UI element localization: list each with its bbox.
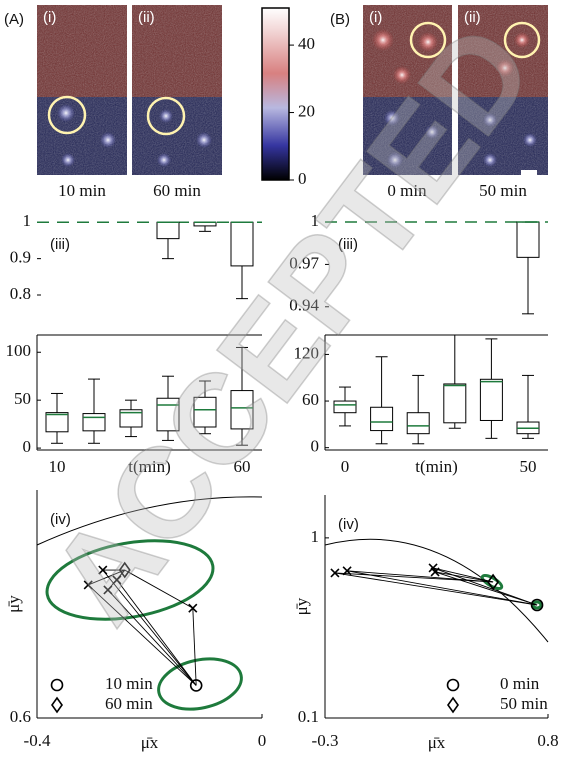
panel-label: (B) bbox=[330, 11, 350, 28]
x-tick-label: -0.3 bbox=[312, 731, 339, 750]
trajectory bbox=[193, 608, 196, 685]
trajectory bbox=[433, 568, 537, 605]
y-tick-label: 0.1 bbox=[298, 707, 319, 726]
box bbox=[83, 414, 105, 431]
y-tick-label: 0 bbox=[311, 437, 320, 456]
x-tick-label: 0 bbox=[258, 731, 267, 750]
box bbox=[157, 222, 179, 238]
image-label: (ii) bbox=[138, 9, 155, 26]
box bbox=[407, 413, 429, 434]
image-a-ii bbox=[132, 5, 222, 175]
box bbox=[444, 384, 466, 423]
legend-marker bbox=[448, 698, 458, 712]
x-tick-label: 0.8 bbox=[537, 731, 558, 750]
y-tick-label: 1 bbox=[23, 211, 32, 230]
confidence-ellipse bbox=[154, 652, 246, 716]
colorbar-tick-label: 0 bbox=[298, 169, 307, 188]
x-axis-label: μ̄x bbox=[428, 733, 446, 752]
legend-label: 60 min bbox=[105, 694, 153, 713]
box bbox=[334, 401, 356, 413]
y-tick-label: 0.6 bbox=[10, 707, 31, 726]
panel-label: (iii) bbox=[50, 236, 70, 253]
legend-label: 10 min bbox=[105, 674, 153, 693]
x-tick-label: 10 bbox=[49, 457, 66, 476]
image-a-i bbox=[37, 5, 127, 175]
image-time: 10 min bbox=[58, 181, 106, 200]
box bbox=[371, 407, 393, 430]
box bbox=[517, 222, 539, 257]
x-axis-label: t(min) bbox=[415, 457, 458, 476]
colorbar-tick-label: 20 bbox=[298, 101, 315, 120]
x-tick-label: -0.4 bbox=[24, 731, 51, 750]
legend-marker bbox=[52, 680, 63, 691]
legend-marker bbox=[448, 680, 459, 691]
y-tick-label: 50 bbox=[14, 389, 31, 408]
legend-label: 0 min bbox=[500, 674, 540, 693]
figure: (A) (B) (i) (ii) (i) (ii) 10 min 60 min … bbox=[0, 0, 565, 757]
panel-label: (iv) bbox=[338, 516, 359, 533]
box bbox=[480, 379, 502, 420]
x-tick-label: 0 bbox=[341, 457, 350, 476]
y-axis-label: μ̄y bbox=[292, 597, 311, 615]
trajectory bbox=[347, 571, 537, 605]
image-label: (i) bbox=[369, 9, 382, 26]
reference-curve bbox=[325, 539, 548, 642]
box bbox=[46, 413, 68, 432]
image-time: 60 min bbox=[153, 181, 201, 200]
y-tick-label: 1 bbox=[311, 527, 320, 546]
x-tick-label: 50 bbox=[520, 457, 537, 476]
y-axis-label: μ̄y bbox=[4, 595, 23, 613]
y-tick-label: 0 bbox=[23, 437, 32, 456]
legend-label: 50 min bbox=[500, 694, 548, 713]
y-tick-label: 100 bbox=[6, 341, 32, 360]
y-tick-label: 0.8 bbox=[10, 284, 31, 303]
y-tick-label: 0.9 bbox=[10, 248, 31, 267]
colorbar bbox=[262, 8, 289, 180]
colorbar-tick-label: 40 bbox=[298, 34, 315, 53]
box bbox=[231, 222, 253, 266]
image-label: (i) bbox=[43, 9, 56, 26]
x-axis-label: μ̄x bbox=[141, 733, 159, 752]
legend-marker bbox=[52, 698, 62, 712]
panel-label: (A) bbox=[4, 11, 24, 28]
